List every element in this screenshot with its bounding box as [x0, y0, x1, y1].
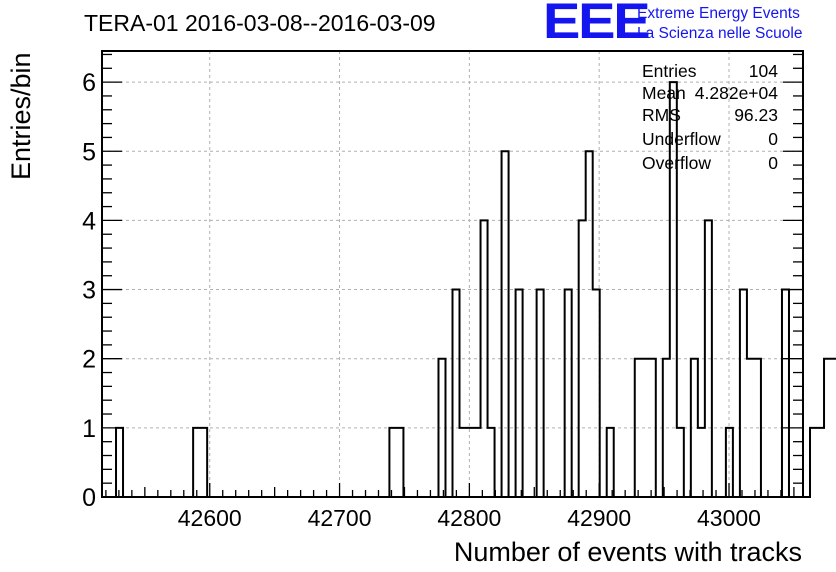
- y-tick-label: 5: [82, 138, 96, 166]
- stat-value: 0: [768, 153, 778, 173]
- stat-value: 104: [748, 61, 778, 81]
- stat-value: 0: [768, 129, 778, 149]
- grid-lines: [102, 51, 803, 497]
- stat-row-underflow: Underflow 0: [642, 129, 778, 151]
- x-tick-label: 42700: [308, 505, 372, 531]
- logo-text-line1: Extreme Energy Events: [637, 5, 800, 22]
- axes: 42600 42700 42800 42900 43000 0 1 2 3 4 5 6: [82, 50, 804, 531]
- stat-value: 4.282e+04: [694, 83, 778, 103]
- stat-name: Mean: [642, 83, 686, 103]
- eee-logo: EEE: [543, 0, 651, 49]
- y-tick-label: 6: [82, 69, 96, 97]
- x-tick-label: 42600: [178, 505, 242, 531]
- stat-row-entries: Entries 104: [642, 61, 778, 83]
- x-axis-label: Number of events with tracks: [453, 537, 802, 567]
- y-tick-label: 2: [82, 346, 96, 374]
- y-axis-label: Entries/bin: [6, 52, 36, 180]
- plot-frame: [101, 50, 804, 498]
- stat-row-rms: RMS 96.23: [642, 105, 778, 127]
- stat-value: 96.23: [734, 105, 778, 125]
- x-tick-label: 42800: [437, 505, 501, 531]
- stat-name: Overflow: [642, 153, 712, 173]
- x-tick-label: 42900: [567, 505, 631, 531]
- y-tick-label: 4: [82, 207, 96, 235]
- logo-text-line2: La Scienza nelle Scuole: [637, 25, 803, 42]
- stat-row-overflow: Overflow 0: [642, 153, 778, 175]
- plot-title: TERA-01 2016-03-08--2016-03-09: [84, 10, 436, 36]
- stat-name: Entries: [642, 61, 697, 81]
- y-tick-label: 0: [82, 484, 96, 512]
- stat-name: Underflow: [642, 129, 721, 149]
- y-tick-label: 3: [82, 277, 96, 305]
- y-tick-label: 1: [82, 415, 96, 443]
- x-tick-label: 43000: [697, 505, 761, 531]
- stat-row-mean: Mean 4.282e+04: [642, 83, 778, 105]
- stat-name: RMS: [642, 105, 681, 125]
